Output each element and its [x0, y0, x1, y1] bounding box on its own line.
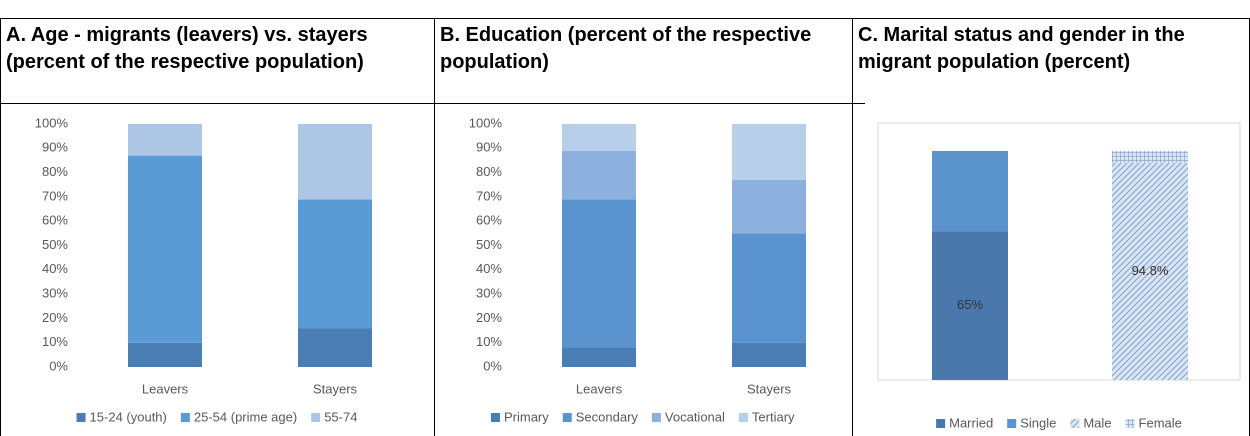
- legend-swatch: [311, 413, 321, 422]
- legend-swatch: [1070, 419, 1080, 428]
- bar-segment: [932, 151, 1008, 232]
- bar-segment: [732, 233, 806, 343]
- data-label: 65%: [957, 297, 983, 312]
- y-tick-label: 50%: [42, 237, 68, 252]
- legend: Primary Secondary Vocational Tertiary: [490, 409, 795, 424]
- legend-swatch: [562, 413, 572, 422]
- bar-segment: [732, 179, 806, 234]
- data-label: 94.8%: [1132, 263, 1169, 278]
- legend-label: 55-74: [324, 409, 357, 424]
- y-tick-label: 70%: [476, 188, 502, 203]
- y-tick-label: 40%: [476, 261, 502, 276]
- legend-label: Single: [1020, 415, 1056, 430]
- legend-swatch: [76, 413, 86, 422]
- y-tick-label: 90%: [42, 140, 68, 155]
- bar-segment: [1112, 162, 1188, 380]
- y-tick-label: 70%: [42, 188, 68, 203]
- y-tick-label: 80%: [42, 164, 68, 179]
- y-tick-label: 100%: [469, 115, 503, 130]
- panel-title: A. Age - migrants (leavers) vs. stayers …: [6, 24, 368, 73]
- legend-swatch: [738, 413, 748, 422]
- bar-segment: [562, 199, 636, 348]
- y-tick-label: 60%: [42, 213, 68, 228]
- x-tick-label: Leavers: [576, 381, 623, 396]
- legend-swatch: [936, 419, 946, 428]
- y-tick-label: 30%: [476, 286, 502, 301]
- legend-swatch: [1125, 419, 1135, 428]
- legend-label: Female: [1139, 415, 1182, 430]
- legend-swatch: [651, 413, 661, 422]
- y-tick-label: 40%: [42, 261, 68, 276]
- legend-swatch: [1007, 419, 1017, 428]
- y-tick-label: 90%: [476, 140, 502, 155]
- legend-label: Secondary: [576, 409, 639, 424]
- panel-title: B. Education (percent of the respective …: [440, 24, 812, 73]
- legend-label: 25-54 (prime age): [194, 409, 297, 424]
- legend-swatch: [180, 413, 190, 422]
- y-tick-label: 100%: [35, 115, 69, 130]
- bar-segment: [298, 124, 372, 200]
- bar-segment: [562, 150, 636, 200]
- legend-label: Vocational: [665, 409, 725, 424]
- legend: Married Single Male Female: [936, 415, 1182, 430]
- legend: 15-24 (youth) 25-54 (prime age) 55-74: [76, 409, 357, 424]
- legend-label: Married: [949, 415, 993, 430]
- bar-segment: [298, 328, 372, 367]
- y-tick-label: 20%: [476, 310, 502, 325]
- y-tick-label: 0%: [483, 358, 502, 373]
- bar-segment: [128, 124, 202, 156]
- bar-segment: [128, 155, 202, 343]
- bar-segment: [1112, 151, 1188, 163]
- y-tick-label: 50%: [476, 237, 502, 252]
- plot-frame: [877, 122, 1241, 381]
- y-tick-label: 80%: [476, 164, 502, 179]
- y-tick-label: 20%: [42, 310, 68, 325]
- y-tick-label: 60%: [476, 213, 502, 228]
- y-tick-label: 10%: [476, 334, 502, 349]
- x-tick-label: Stayers: [747, 381, 792, 396]
- y-tick-label: 0%: [49, 358, 68, 373]
- legend-label: Primary: [504, 409, 549, 424]
- x-tick-label: Leavers: [142, 381, 189, 396]
- y-tick-label: 30%: [42, 286, 68, 301]
- legend-label: 15-24 (youth): [90, 409, 167, 424]
- bar-segment: [562, 124, 636, 151]
- panel-title: C. Marital status and gender in the migr…: [858, 24, 1185, 73]
- bar-segment: [562, 347, 636, 367]
- bar-segment: [128, 342, 202, 367]
- bar-segment: [932, 231, 1008, 380]
- legend-swatch: [490, 413, 500, 422]
- legend-label: Male: [1083, 415, 1111, 430]
- y-tick-label: 10%: [42, 334, 68, 349]
- bar-segment: [732, 124, 806, 180]
- bar-segment: [298, 199, 372, 329]
- bar-segment: [732, 342, 806, 367]
- x-tick-label: Stayers: [313, 381, 358, 396]
- legend-label: Tertiary: [752, 409, 795, 424]
